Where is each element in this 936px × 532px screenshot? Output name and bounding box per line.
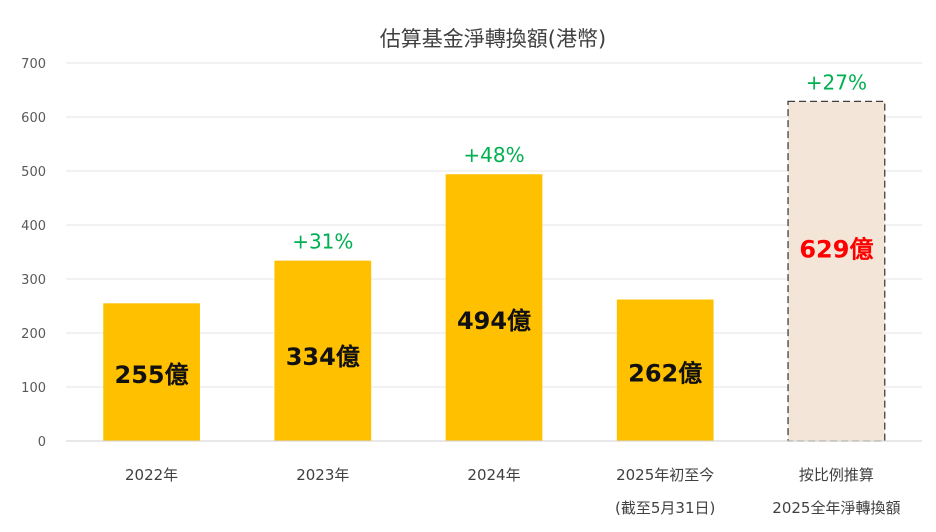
growth-label: +27%	[806, 70, 867, 94]
x-axis-ticks: 2022年 2023年 2024年 2025年初至今 (截至5月31日) 按比例推算 202…	[125, 466, 900, 517]
x-tick-label: 2025年初至今	[616, 466, 714, 484]
y-tick-label: 0	[38, 435, 46, 450]
bar-data-label: 494億	[457, 307, 531, 335]
y-tick-label: 100	[21, 381, 46, 396]
x-tick-label: 2023年	[296, 466, 349, 484]
growth-label: +31%	[292, 230, 353, 254]
bar-data-label: 255億	[115, 361, 189, 389]
y-tick-label: 300	[21, 273, 46, 288]
y-tick-label: 500	[21, 165, 46, 180]
bar	[616, 299, 714, 441]
bar-data-label: 262億	[628, 360, 702, 388]
growth-label: +48%	[463, 143, 524, 167]
y-axis-ticks: 0 100 200 300 400 500 600 700	[21, 57, 46, 450]
bar	[274, 260, 372, 441]
x-tick-label: 2022年	[125, 466, 178, 484]
x-tick-label: (截至5月31日)	[615, 499, 715, 517]
bar-data-label: 629億	[799, 235, 873, 263]
x-tick-label: 2025全年淨轉換額	[772, 499, 900, 517]
chart-title: 估算基金淨轉換額(港幣)	[380, 27, 606, 51]
data-labels: 255億 334億 494億 262億 629億	[115, 235, 874, 389]
bar	[103, 303, 200, 441]
y-tick-label: 700	[21, 57, 46, 72]
bar-data-label: 334億	[286, 343, 360, 371]
bar	[445, 174, 543, 442]
y-tick-label: 600	[21, 111, 46, 126]
growth-labels: +31% +48% +27%	[292, 70, 867, 253]
y-tick-label: 400	[21, 219, 46, 234]
x-tick-label: 按比例推算	[799, 466, 874, 484]
bar-estimated	[787, 100, 886, 442]
x-tick-label: 2024年	[467, 466, 520, 484]
y-tick-label: 200	[21, 327, 46, 342]
